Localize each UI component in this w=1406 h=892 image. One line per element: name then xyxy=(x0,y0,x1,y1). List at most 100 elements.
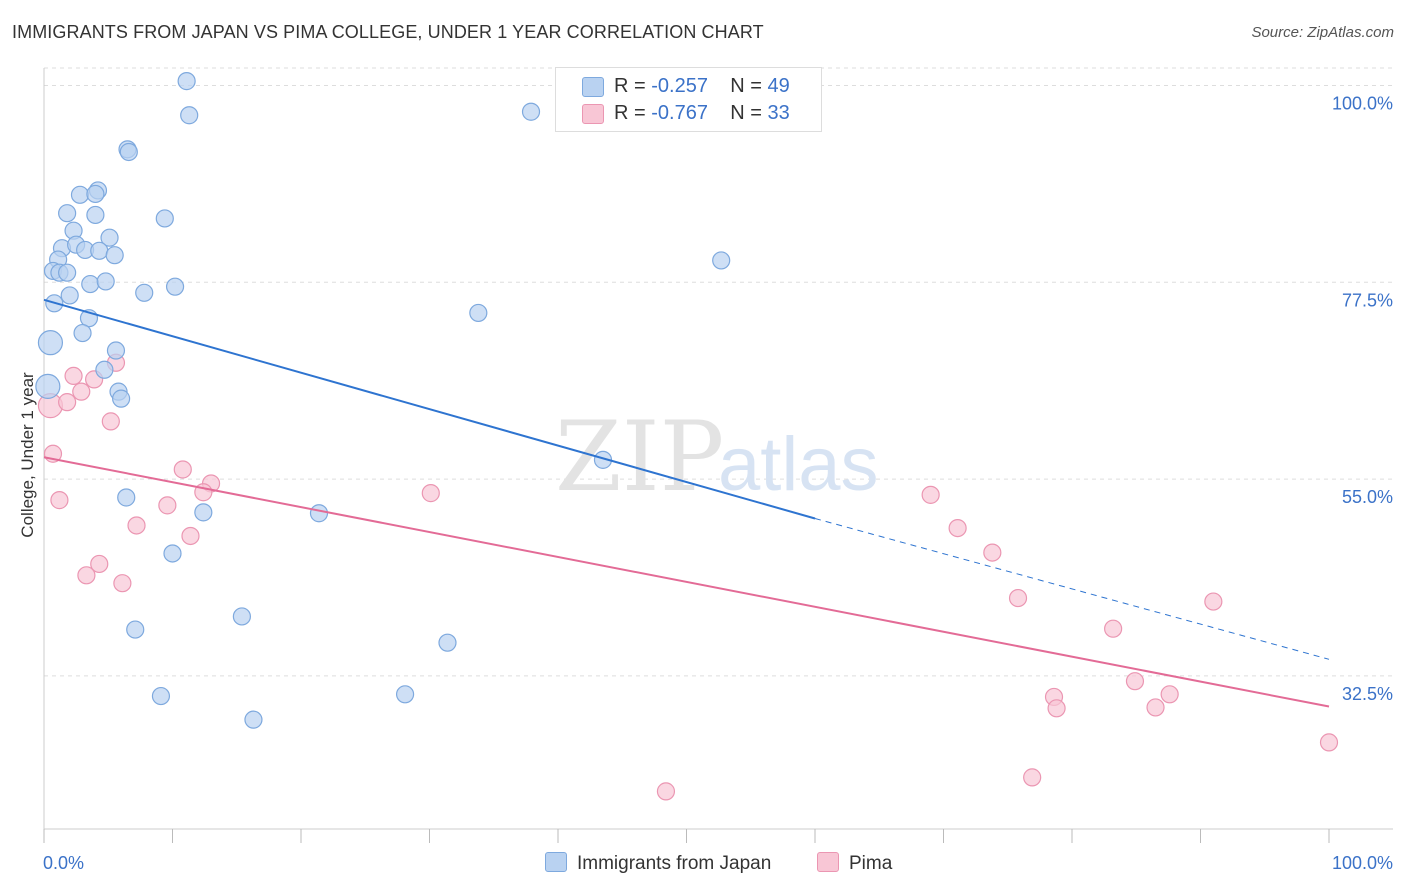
japan-point xyxy=(180,106,199,125)
japan-point xyxy=(155,209,174,228)
japan-trendline xyxy=(43,298,816,520)
y-tick-label: 55.0% xyxy=(1342,487,1393,507)
pima-point xyxy=(181,526,200,546)
japan-point xyxy=(194,503,213,522)
pima-point xyxy=(948,518,967,538)
pima-point xyxy=(1047,699,1066,718)
pima-point xyxy=(921,485,940,504)
japan-point xyxy=(165,277,185,296)
legend-r-label: R = xyxy=(614,102,646,124)
pima-point xyxy=(173,460,192,479)
japan-point xyxy=(58,204,77,223)
japan-point xyxy=(58,263,77,282)
pima-point xyxy=(1160,685,1179,704)
japan-point xyxy=(151,686,171,706)
legend-n-label: N = xyxy=(730,75,762,97)
pima-point xyxy=(64,366,83,385)
y-tick-label: 100.0% xyxy=(1332,93,1393,113)
bottom-legend-japan: Immigrants from Japan xyxy=(545,852,771,875)
japan-point xyxy=(244,710,263,729)
japan-point xyxy=(90,241,109,260)
pima-point xyxy=(421,484,440,503)
pima-point xyxy=(50,491,69,510)
japan-point xyxy=(135,283,154,302)
pima-point xyxy=(1125,672,1145,691)
bottom-legend-pima: Pima xyxy=(817,852,892,875)
pima-point xyxy=(983,543,1002,562)
chart-title: IMMIGRANTS FROM JAPAN VS PIMA COLLEGE, U… xyxy=(12,22,764,42)
japan-point xyxy=(81,274,100,294)
tick-labels: 32.5% 55.0% 77.5% 100.0% 0.0% 100.0% xyxy=(43,93,1393,873)
source-label: Source: ZipAtlas.com xyxy=(1251,24,1394,41)
bottom-legend-label-pima: Pima xyxy=(849,853,893,874)
y-tick-label: 77.5% xyxy=(1342,290,1393,310)
axes-layer xyxy=(43,68,1393,843)
japan-point xyxy=(177,72,196,91)
japan-point xyxy=(126,620,145,639)
pima-point xyxy=(113,574,132,593)
japan-point xyxy=(70,185,90,204)
pima-point xyxy=(656,782,676,801)
japan-point xyxy=(395,685,415,704)
legend-swatch-japan xyxy=(582,77,604,97)
japan-points xyxy=(35,72,731,729)
bottom-legend-swatch-pima xyxy=(817,852,839,872)
grid-layer xyxy=(44,67,1393,677)
bottom-legend-label-japan: Immigrants from Japan xyxy=(577,853,772,874)
pima-point xyxy=(77,566,96,585)
japan-point xyxy=(60,286,79,305)
y-tick-label: 32.5% xyxy=(1342,684,1393,704)
pima-trendline xyxy=(43,456,1330,708)
legend-n-value-pima: 33 xyxy=(767,102,790,124)
pima-points xyxy=(37,353,1339,801)
pima-point xyxy=(58,393,77,412)
x-tick-label-max: 100.0% xyxy=(1332,853,1393,873)
x-tick-label-min: 0.0% xyxy=(43,853,84,873)
japan-point xyxy=(712,251,731,270)
japan-point xyxy=(86,205,105,225)
japan-point xyxy=(119,142,138,162)
bottom-legend-swatch-japan xyxy=(545,852,567,872)
japan-point xyxy=(232,607,251,626)
pima-point xyxy=(1146,698,1165,717)
legend-n-label: N = xyxy=(730,102,762,124)
legend-r-label: R = xyxy=(614,75,646,97)
japan-point xyxy=(96,272,115,291)
japan-point xyxy=(469,303,488,323)
pima-point xyxy=(1008,588,1028,608)
japan-point xyxy=(37,330,64,356)
pima-point xyxy=(1319,733,1339,752)
japan-point xyxy=(309,504,329,523)
japan-point xyxy=(73,323,92,343)
legend-swatch-pima xyxy=(582,104,604,124)
watermark-atlas: atlas xyxy=(718,422,879,507)
watermark: ZIP atlas xyxy=(555,401,879,513)
pima-point xyxy=(101,412,120,431)
japan-trendline-extension xyxy=(814,517,1330,660)
watermark-zip: ZIP xyxy=(555,401,724,513)
pima-point xyxy=(72,382,91,401)
pima-point xyxy=(1104,619,1123,638)
pima-point xyxy=(1023,768,1042,787)
japan-point xyxy=(86,184,105,204)
japan-point xyxy=(105,246,124,265)
legend-n-value-japan: 49 xyxy=(767,75,790,97)
stats-legend: R = -0.257 N = 49 R = -0.767 N = 33 xyxy=(555,67,822,132)
legend-r-value-japan: -0.257 xyxy=(651,75,708,97)
legend-r-value-pima: -0.767 xyxy=(651,102,708,124)
pima-point xyxy=(90,554,109,574)
japan-point xyxy=(95,360,114,379)
japan-point xyxy=(117,488,136,507)
japan-point xyxy=(163,544,182,563)
japan-point xyxy=(35,373,61,399)
japan-point xyxy=(100,228,119,247)
japan-point xyxy=(438,633,457,652)
japan-point xyxy=(521,102,541,121)
japan-point xyxy=(111,389,131,408)
y-axis-label: College, Under 1 year xyxy=(18,372,37,538)
pima-point xyxy=(158,496,177,515)
japan-point xyxy=(106,341,126,360)
pima-point xyxy=(127,516,146,535)
trend-lines xyxy=(43,298,1330,708)
